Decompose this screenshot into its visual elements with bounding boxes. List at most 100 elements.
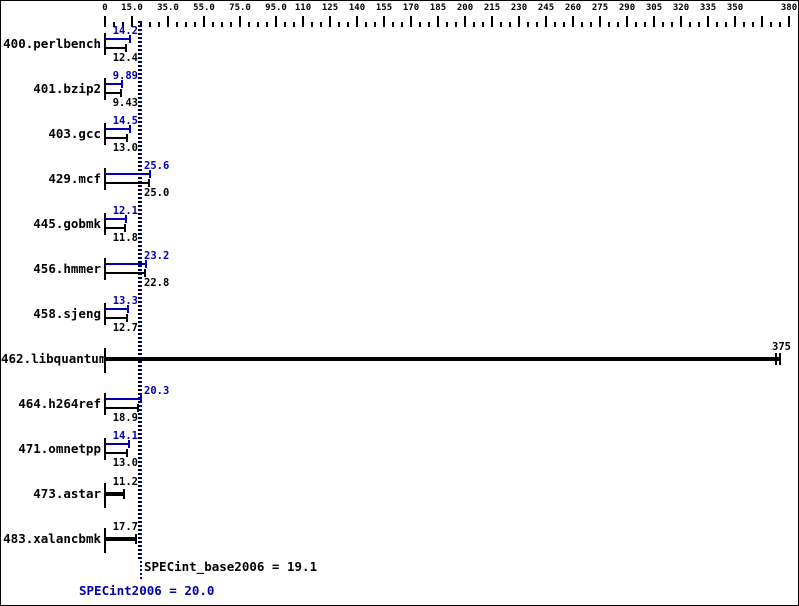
- peak-bar-endcap: [128, 35, 131, 43]
- peak-value-label: 20.3: [144, 385, 170, 397]
- axis-minor-tick: [770, 22, 772, 27]
- axis-minor-tick: [248, 22, 250, 27]
- axis-major-tick: [203, 16, 205, 27]
- base-bar-endcap: [137, 404, 140, 412]
- base-bar-endcap: [125, 314, 128, 322]
- peak-bar-endcap: [149, 170, 152, 178]
- peak-value-label: 14.1: [112, 430, 138, 442]
- peak-bar-endcap: [120, 80, 123, 88]
- bar-origin-line: [104, 258, 106, 280]
- axis-minor-tick: [752, 22, 754, 27]
- bar-origin-line: [104, 33, 106, 55]
- peak-value-label: 9.89: [112, 70, 138, 82]
- base-value-label: 17.7: [112, 521, 138, 533]
- base-bar-endcap: [126, 134, 129, 142]
- base-bar: [105, 137, 129, 139]
- peak-value-label: 13.3: [112, 295, 138, 307]
- peak-bar: [105, 443, 131, 445]
- axis-major-tick: [356, 16, 358, 27]
- axis-major-tick: [464, 16, 466, 27]
- peak-bar-endcap: [126, 305, 129, 313]
- axis-minor-tick: [158, 22, 160, 27]
- base-bar: [105, 272, 147, 274]
- base-bar-endcap: [775, 353, 777, 365]
- peak-bar-endcap: [129, 125, 132, 133]
- peak-bar-endcap: [139, 395, 142, 403]
- bar-origin-line: [104, 168, 106, 190]
- base-bar-endcap: [134, 534, 137, 544]
- base-value-label: 12.4: [112, 52, 138, 64]
- benchmark-label: 400.perlbench: [3, 36, 101, 51]
- axis-minor-tick: [428, 22, 430, 27]
- axis-major-tick: [410, 16, 412, 27]
- base-bar: [105, 182, 150, 184]
- axis-minor-tick: [293, 22, 295, 27]
- base-bar-endcap: [119, 89, 122, 97]
- peak-value-label: 14.5: [112, 115, 138, 127]
- axis-minor-tick: [689, 22, 691, 27]
- axis-minor-tick: [509, 22, 511, 27]
- axis-tick-label: 140: [348, 3, 366, 13]
- peak-bar: [105, 308, 129, 310]
- base-bar-endcap: [124, 224, 127, 232]
- peak-value-label: 25.6: [144, 160, 170, 172]
- base-metric-line: [138, 21, 141, 560]
- axis-tick-label: 95.0: [265, 3, 287, 13]
- axis-tick-label: 75.0: [229, 3, 251, 13]
- axis-major-tick: [491, 16, 493, 27]
- peak-bar-endcap: [124, 215, 127, 223]
- axis-tick-label: 380: [780, 3, 798, 13]
- base-value-label: 18.9: [112, 412, 138, 424]
- peak-bar: [105, 398, 142, 400]
- axis-major-tick: [680, 16, 682, 27]
- axis-minor-tick: [365, 22, 367, 27]
- axis-minor-tick: [311, 22, 313, 27]
- axis-minor-tick: [779, 22, 781, 27]
- axis-major-tick: [734, 16, 736, 27]
- bar-origin-line: [104, 438, 106, 460]
- peak-value-label: 14.2: [112, 25, 138, 37]
- axis-minor-tick: [257, 22, 259, 27]
- base-bar: [105, 492, 126, 496]
- axis-tick-label: 15.0: [121, 3, 143, 13]
- axis-major-tick: [104, 16, 106, 27]
- base-value-label: 11.8: [112, 232, 138, 244]
- axis-tick-label: 200: [456, 3, 474, 13]
- benchmark-label: 429.mcf: [48, 171, 101, 186]
- axis-major-tick: [572, 16, 574, 27]
- axis-tick-label: 260: [564, 3, 582, 13]
- base-bar-endcap: [148, 179, 150, 187]
- axis-major-tick: [239, 16, 241, 27]
- axis-major-tick: [545, 16, 547, 27]
- axis-minor-tick: [374, 22, 376, 27]
- peak-bar: [105, 128, 132, 130]
- base-value-label: 13.0: [112, 457, 138, 469]
- base-bar: [105, 92, 122, 94]
- base-value-label: 11.2: [112, 476, 138, 488]
- axis-major-tick: [653, 16, 655, 27]
- axis-major-tick: [626, 16, 628, 27]
- axis-tick-label: 320: [672, 3, 690, 13]
- base-metric-text: SPECint_base2006 = 19.1: [144, 559, 318, 574]
- axis-minor-tick: [473, 22, 475, 27]
- axis-minor-tick: [230, 22, 232, 27]
- benchmark-label: 445.gobmk: [33, 216, 101, 231]
- axis-tick-label: 245: [537, 3, 555, 13]
- axis-major-tick: [788, 16, 790, 27]
- axis-tick-label: 35.0: [157, 3, 179, 13]
- peak-bar: [105, 38, 131, 40]
- axis-tick-label: 350: [726, 3, 744, 13]
- axis-minor-tick: [725, 22, 727, 27]
- axis-tick-label: 275: [591, 3, 609, 13]
- axis-minor-tick: [176, 22, 178, 27]
- benchmark-label: 473.astar: [33, 486, 101, 501]
- axis-minor-tick: [194, 22, 196, 27]
- axis-tick-label: 125: [321, 3, 339, 13]
- base-value-label: 22.8: [144, 277, 170, 289]
- base-bar: [105, 357, 780, 361]
- bar-origin-line: [104, 303, 106, 325]
- axis-minor-tick: [563, 22, 565, 27]
- axis-minor-tick: [455, 22, 457, 27]
- base-value-label: 375: [772, 341, 791, 353]
